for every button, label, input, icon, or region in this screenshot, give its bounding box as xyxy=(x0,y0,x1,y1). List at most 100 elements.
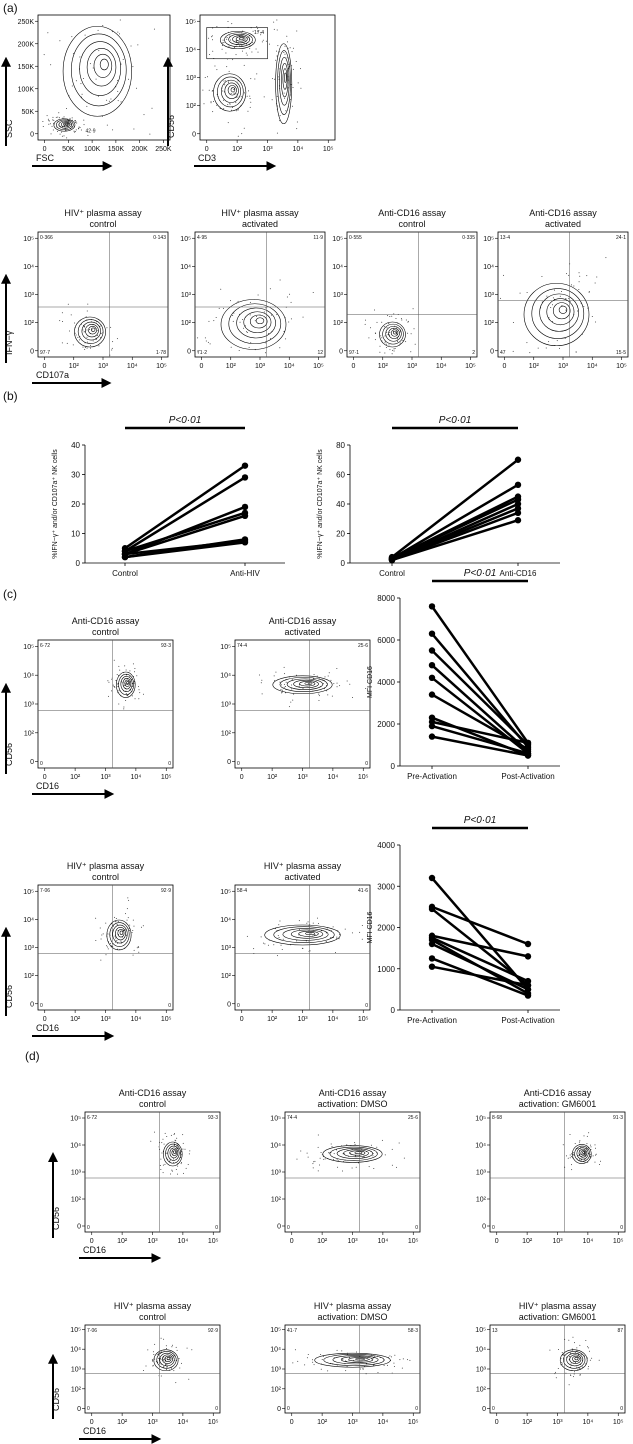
event-dot xyxy=(60,125,62,127)
y-tick-label: 10² xyxy=(71,1386,82,1393)
y-tick-label: 10⁴ xyxy=(185,47,196,54)
pair-dot xyxy=(428,691,436,698)
event-dot xyxy=(578,272,580,274)
event-dot xyxy=(162,1138,164,1140)
y-tick-label: 10³ xyxy=(484,292,495,299)
event-dot xyxy=(231,109,233,111)
event-dot xyxy=(571,1169,573,1171)
y-tick-label: 10⁵ xyxy=(23,236,34,243)
event-dot xyxy=(341,1350,343,1352)
event-dot xyxy=(214,65,216,67)
x-tick-label: 10⁴ xyxy=(587,363,598,370)
event-dot xyxy=(71,36,73,38)
event-dot xyxy=(117,920,119,922)
pair-dot xyxy=(428,647,436,654)
event-dot xyxy=(247,37,249,39)
event-dot xyxy=(295,60,297,62)
event-dot xyxy=(286,57,288,59)
contour xyxy=(574,1357,579,1361)
contour xyxy=(117,928,125,938)
event-dot xyxy=(89,63,91,65)
contour xyxy=(388,327,400,339)
event-dot xyxy=(274,680,276,682)
event-dot xyxy=(120,940,122,942)
event-dot xyxy=(390,1356,392,1358)
x-tick-label: 10⁴ xyxy=(582,1419,593,1426)
quadrant-percent: 0 xyxy=(168,761,171,767)
plot-frame xyxy=(284,1111,421,1233)
y-tick-label: 10⁴ xyxy=(70,1143,81,1150)
event-dot xyxy=(586,1143,588,1145)
event-dot xyxy=(275,59,277,61)
y-tick-label: 10⁴ xyxy=(332,264,343,271)
event-dot xyxy=(399,331,401,333)
event-dot xyxy=(271,78,273,80)
contour xyxy=(282,68,288,90)
event-dot xyxy=(137,44,139,46)
event-dot xyxy=(82,329,84,331)
quadrant-percent: 97·1 xyxy=(349,350,359,356)
event-dot xyxy=(173,1158,175,1160)
event-dot xyxy=(324,1158,326,1160)
event-dot xyxy=(71,85,73,87)
pair-dot xyxy=(428,674,436,681)
event-dot xyxy=(406,1359,408,1361)
event-dot xyxy=(569,1352,571,1354)
event-dot xyxy=(269,288,271,290)
y-tick-label: 10⁵ xyxy=(23,889,34,896)
x-tick-label: 10³ xyxy=(98,363,109,370)
event-dot xyxy=(176,1349,178,1351)
event-dot xyxy=(579,1373,581,1375)
event-dot xyxy=(111,945,113,947)
x-tick-label: 0 xyxy=(43,774,47,781)
event-dot xyxy=(88,328,90,330)
event-dot xyxy=(326,690,328,692)
y-tick-label: 10⁵ xyxy=(270,1327,281,1334)
event-dot xyxy=(583,1135,585,1137)
contour xyxy=(236,307,276,339)
event-dot xyxy=(81,93,83,95)
contour xyxy=(116,671,136,698)
event-dot xyxy=(78,339,80,341)
contour xyxy=(126,681,130,685)
contour xyxy=(382,323,404,345)
y-tick-label: 10² xyxy=(181,320,192,327)
plot-title: activation: DMSO xyxy=(317,1312,387,1322)
event-dot xyxy=(249,48,251,50)
event-dot xyxy=(318,699,320,701)
pair-dot xyxy=(514,496,522,503)
event-dot xyxy=(138,698,140,700)
event-dot xyxy=(283,92,285,94)
event-dot xyxy=(133,925,135,927)
event-dot xyxy=(276,55,278,57)
event-dot xyxy=(317,1134,319,1136)
event-dot xyxy=(590,1146,592,1148)
event-dot xyxy=(559,295,561,297)
pair-dot xyxy=(121,553,129,561)
contour xyxy=(552,302,571,320)
event-dot xyxy=(409,1359,411,1361)
event-dot xyxy=(246,935,248,937)
event-dot xyxy=(573,1371,575,1373)
quadrant-percent: 6·72 xyxy=(87,1115,97,1121)
event-dot xyxy=(216,104,218,106)
pair-dot xyxy=(241,474,249,481)
event-dot xyxy=(161,1152,163,1154)
event-dot xyxy=(254,320,256,322)
event-dot xyxy=(381,337,383,339)
plot-title: activated xyxy=(284,627,320,637)
event-dot xyxy=(257,28,259,30)
quadrant-percent: 97·7 xyxy=(40,350,50,356)
plot-title: activation: GM6001 xyxy=(519,1099,597,1109)
event-dot xyxy=(576,1350,578,1352)
event-dot xyxy=(341,1170,343,1172)
event-dot xyxy=(254,78,256,80)
y-tick-label: 10³ xyxy=(71,1367,82,1374)
contour xyxy=(169,1147,179,1159)
event-dot xyxy=(376,1146,378,1148)
x-tick-label: 10⁵ xyxy=(208,1419,219,1426)
event-dot xyxy=(75,80,77,82)
event-dot xyxy=(187,1163,189,1165)
event-dot xyxy=(83,119,85,121)
event-dot xyxy=(80,129,82,131)
